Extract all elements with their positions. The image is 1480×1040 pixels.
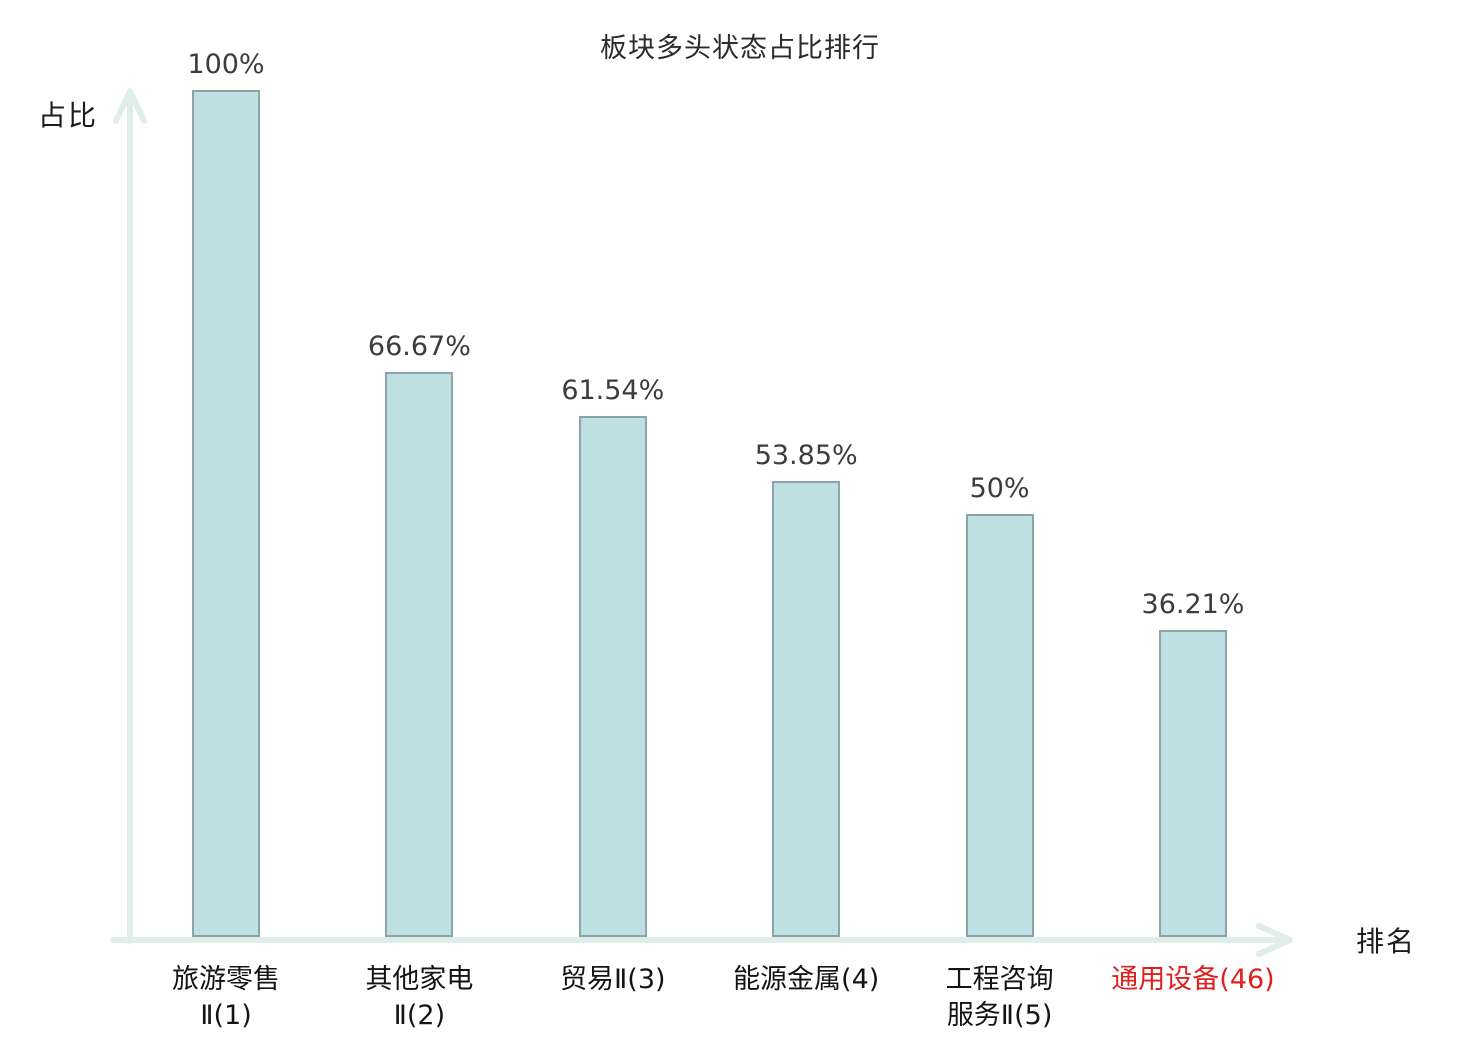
bar-value-label-3: 61.54% (561, 374, 665, 406)
x-axis-arrow-icon (1256, 923, 1293, 957)
category-label-1: 旅游零售 Ⅱ(1) (172, 964, 280, 1032)
bar-value-label-2: 66.67% (367, 331, 471, 363)
bar-5 (965, 513, 1034, 937)
bar-value-label-5: 50% (969, 472, 1030, 504)
x-axis-label: 排名 (1356, 925, 1417, 958)
bar-value-label-1: 100% (187, 49, 265, 80)
category-label-4: 能源金属(4) (733, 964, 880, 995)
bar-4 (772, 480, 841, 937)
bar-3 (578, 415, 647, 937)
bar-2 (385, 372, 454, 937)
category-label-3: 贸易Ⅱ(3) (560, 964, 666, 995)
bar-1 (192, 90, 260, 937)
y-axis-arrow-icon (113, 88, 147, 124)
bar-value-label-6: 36.21% (1141, 589, 1245, 621)
chart-title: 板块多头状态占比排行 (600, 33, 880, 64)
category-label-6: 通用设备(46) (1111, 964, 1275, 995)
bar-6 (1159, 630, 1227, 937)
bar-value-label-4: 53.85% (754, 439, 858, 471)
category-label-2: 其他家电 Ⅱ(2) (365, 964, 474, 1032)
y-axis-label: 占比 (38, 99, 99, 132)
category-label-5: 工程咨询 服务Ⅱ(5) (945, 964, 1054, 1032)
